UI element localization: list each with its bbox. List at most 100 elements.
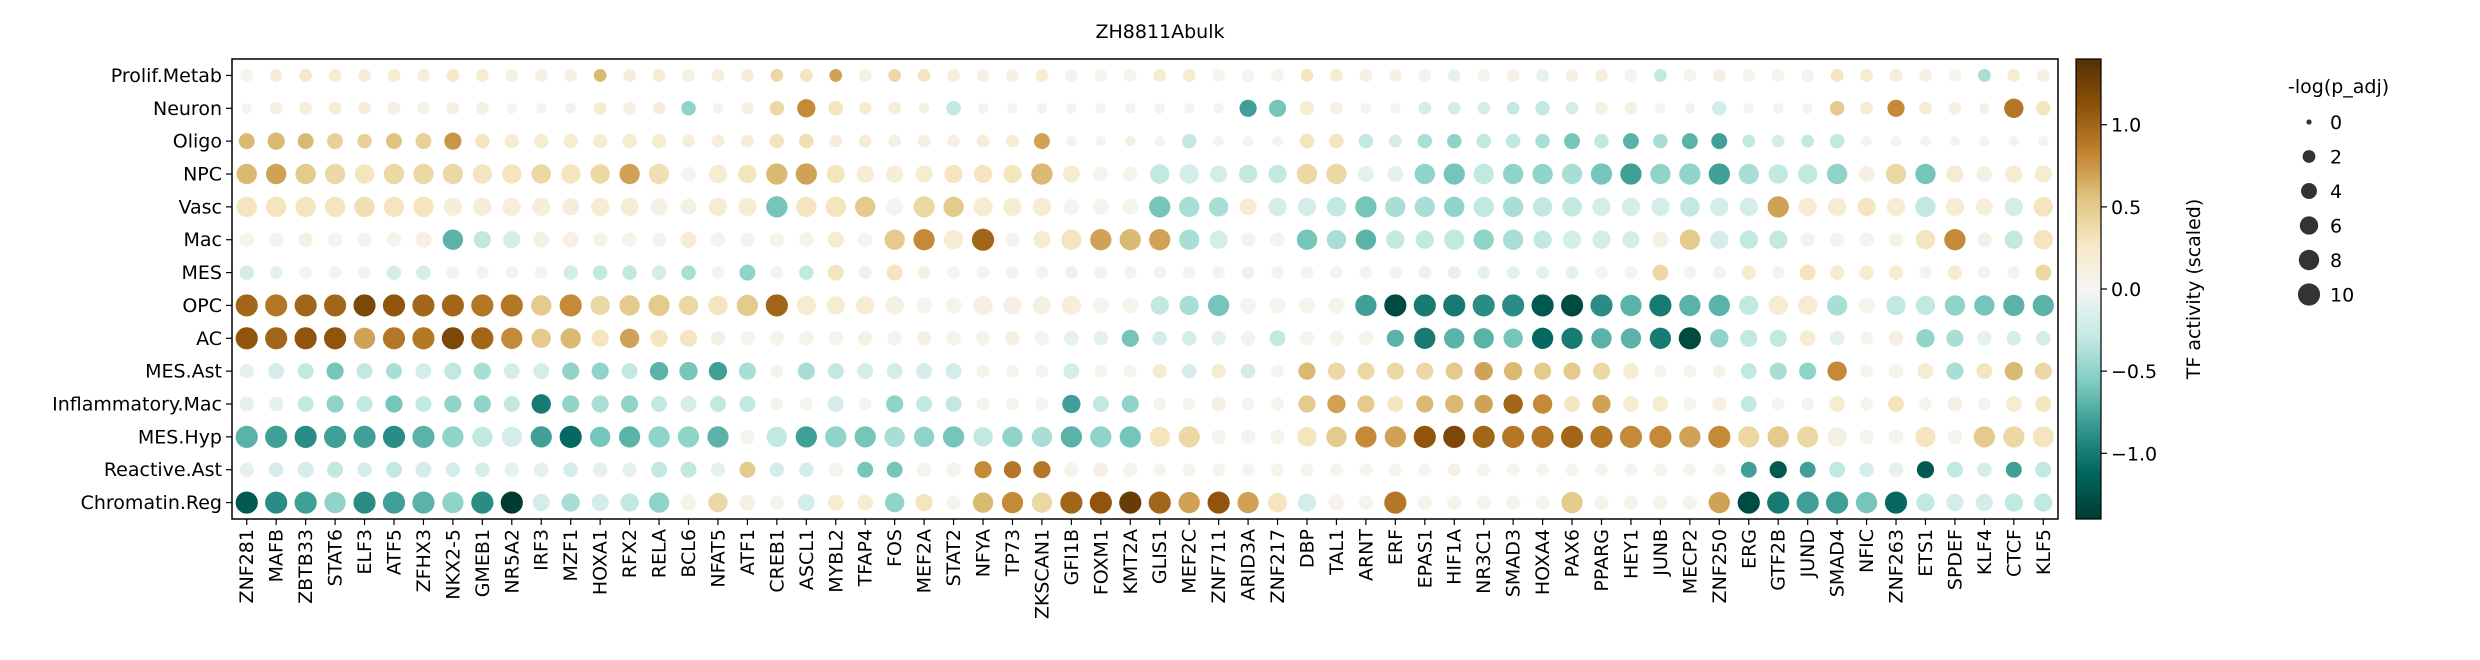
dot (1506, 101, 1520, 115)
dot (1035, 364, 1049, 378)
dot (1358, 133, 1374, 149)
dot (1829, 232, 1845, 247)
dot (1767, 196, 1789, 218)
dot (1446, 495, 1462, 510)
dot (531, 164, 551, 184)
dot (1417, 133, 1433, 149)
dot (1860, 364, 1873, 378)
dot (916, 331, 932, 346)
dot (886, 264, 903, 281)
dot (1447, 266, 1461, 279)
dot (913, 196, 935, 218)
dot (1149, 196, 1171, 218)
dot (1919, 266, 1932, 279)
dot (1414, 196, 1435, 218)
dot (1946, 461, 1963, 478)
dot (503, 363, 520, 380)
dot (592, 462, 608, 477)
dot (1033, 133, 1050, 150)
dot (708, 361, 728, 381)
dot (622, 232, 637, 247)
dot (531, 295, 552, 316)
dot (1830, 69, 1844, 82)
dot (1443, 425, 1466, 448)
dot (1944, 295, 1966, 316)
column-label: HIF1A (1444, 529, 1466, 585)
dot (1267, 492, 1288, 513)
dot (770, 364, 784, 378)
dot (1123, 364, 1137, 378)
dot (1326, 163, 1347, 185)
dot (769, 495, 785, 510)
dot (739, 396, 756, 412)
dot (946, 462, 961, 477)
dot (1802, 103, 1813, 114)
dot (239, 232, 254, 247)
dot (1859, 429, 1874, 445)
dot (1326, 197, 1347, 217)
column-label: NR3C1 (1473, 529, 1495, 594)
dot (1271, 463, 1284, 477)
dot (472, 164, 493, 184)
dot (681, 101, 696, 116)
column-label: HOXA1 (590, 529, 612, 595)
dot (2005, 396, 2022, 412)
dot (1886, 295, 1906, 316)
dot (1064, 266, 1078, 279)
dot (918, 103, 930, 114)
dot (2006, 331, 2022, 346)
dot (770, 397, 784, 411)
dot (1711, 133, 1728, 150)
dot (1090, 426, 1112, 448)
size-legend-dot (2299, 216, 2319, 235)
dot (1947, 396, 1963, 412)
dot (1771, 69, 1785, 82)
dot (1330, 266, 1343, 279)
dot (885, 296, 904, 315)
dot (1977, 397, 1991, 411)
dot (1502, 229, 1524, 250)
dot (1916, 329, 1935, 348)
dot (1680, 197, 1700, 217)
dot (1949, 135, 1961, 147)
size-legend-label: 6 (2330, 216, 2342, 238)
dot (1122, 297, 1139, 314)
dot (1271, 397, 1284, 411)
dot (2036, 331, 2051, 346)
dot (650, 198, 668, 216)
size-legend-dot (2306, 119, 2312, 125)
dot (797, 99, 816, 118)
dot (1619, 425, 1643, 448)
dot (412, 491, 435, 514)
dot (1416, 395, 1434, 413)
dot (1535, 495, 1550, 510)
dot (2004, 361, 2023, 381)
dot (239, 462, 254, 477)
dot (943, 230, 964, 250)
dot (679, 361, 698, 381)
dot (1329, 133, 1344, 149)
dot (1595, 69, 1608, 82)
dot (413, 163, 434, 185)
dot (1594, 133, 1609, 149)
dot (444, 132, 462, 150)
dot (1413, 425, 1436, 448)
dot (324, 163, 346, 185)
dot (328, 266, 342, 279)
size-legend-dot (2302, 150, 2316, 163)
dot (1034, 331, 1050, 346)
dot (1797, 426, 1819, 448)
size-legend-dot (2298, 249, 2320, 271)
dot (1712, 396, 1727, 412)
dot (1826, 491, 1849, 514)
dot (591, 395, 609, 413)
dot (857, 331, 873, 346)
dot (265, 327, 288, 350)
dot (1300, 69, 1314, 82)
dot (1948, 101, 1962, 115)
dot (917, 69, 931, 82)
dot (828, 101, 844, 116)
column-label: ZBTB33 (295, 529, 317, 604)
dot (1390, 103, 1401, 114)
dot (2003, 294, 2025, 317)
